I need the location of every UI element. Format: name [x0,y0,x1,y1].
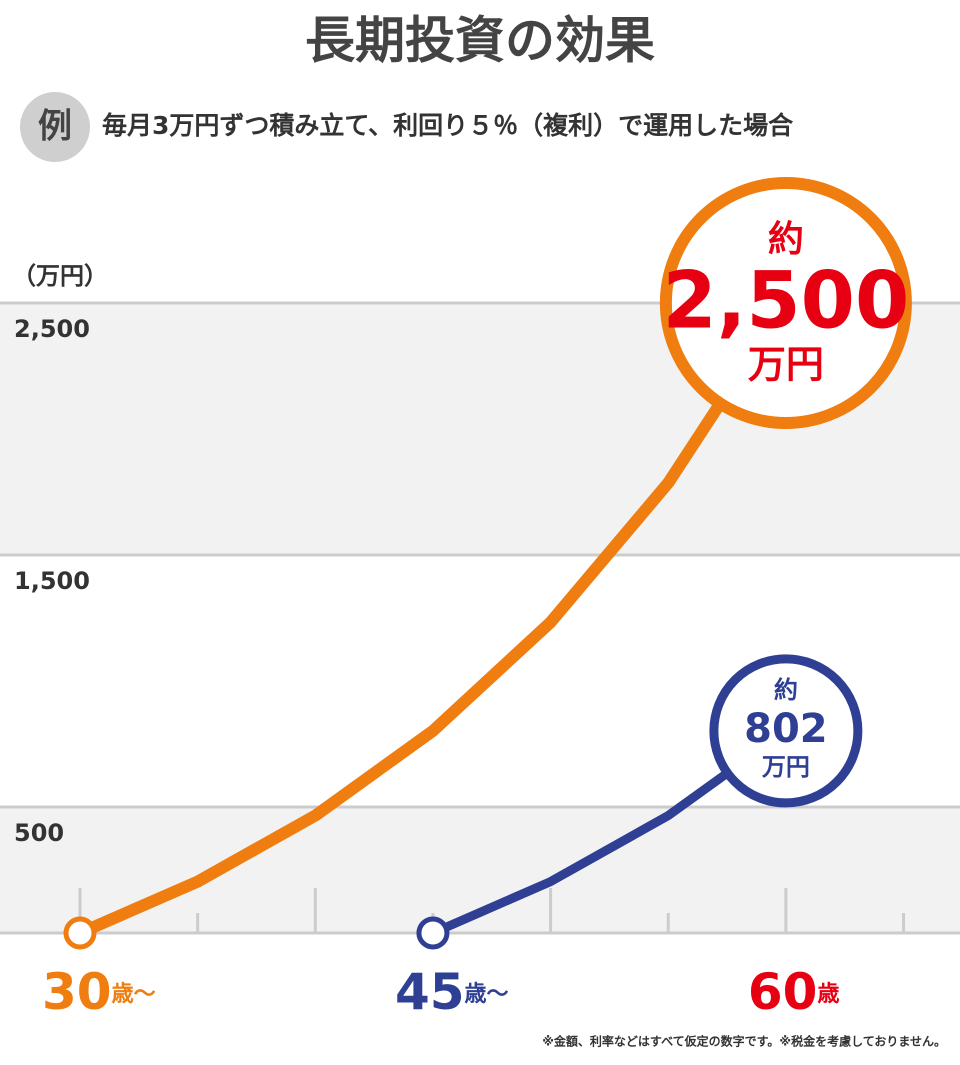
start-marker [63,916,97,950]
x-tick-number: 45 [395,963,465,1021]
footnote: ※金額、利率などはすべて仮定の数字です。※税金を考慮しておりません。 [542,1034,946,1049]
start-marker [416,916,450,950]
value-label: 802 [744,706,828,752]
x-tick-suffix: 歳 [817,982,839,1007]
x-tick-label: 60歳 [748,963,840,1021]
label-suffix: 万円 [762,753,810,781]
badge-circle [20,92,90,162]
end-bubble [709,654,863,808]
x-tick-number: 60 [748,963,818,1021]
badge: 例 [38,107,72,147]
series-line [77,299,791,939]
x-tick-suffix: 歳～ [465,982,509,1007]
label-prefix: 約 [768,219,804,260]
value-label: 2,500 [663,256,910,346]
y-unit: （万円） [12,262,108,290]
label-suffix: 万円 [748,343,824,387]
label-prefix: 約 [774,676,798,704]
x-tick-suffix: 歳～ [112,982,156,1007]
x-tick-number: 30 [42,963,112,1021]
chart-title: 長期投資の効果 [305,12,655,70]
y-tick-label: 500 [14,819,64,847]
y-tick-label: 2,500 [14,315,90,343]
x-tick-label: 30歳～ [42,963,156,1021]
subtitle: 毎月3万円ずつ積み立て、利回り５％（複利）で運用した場合 [102,111,794,140]
y-tick-label: 1,500 [14,567,90,595]
end-bubble [659,177,912,429]
x-tick-label: 45歳～ [395,963,509,1021]
